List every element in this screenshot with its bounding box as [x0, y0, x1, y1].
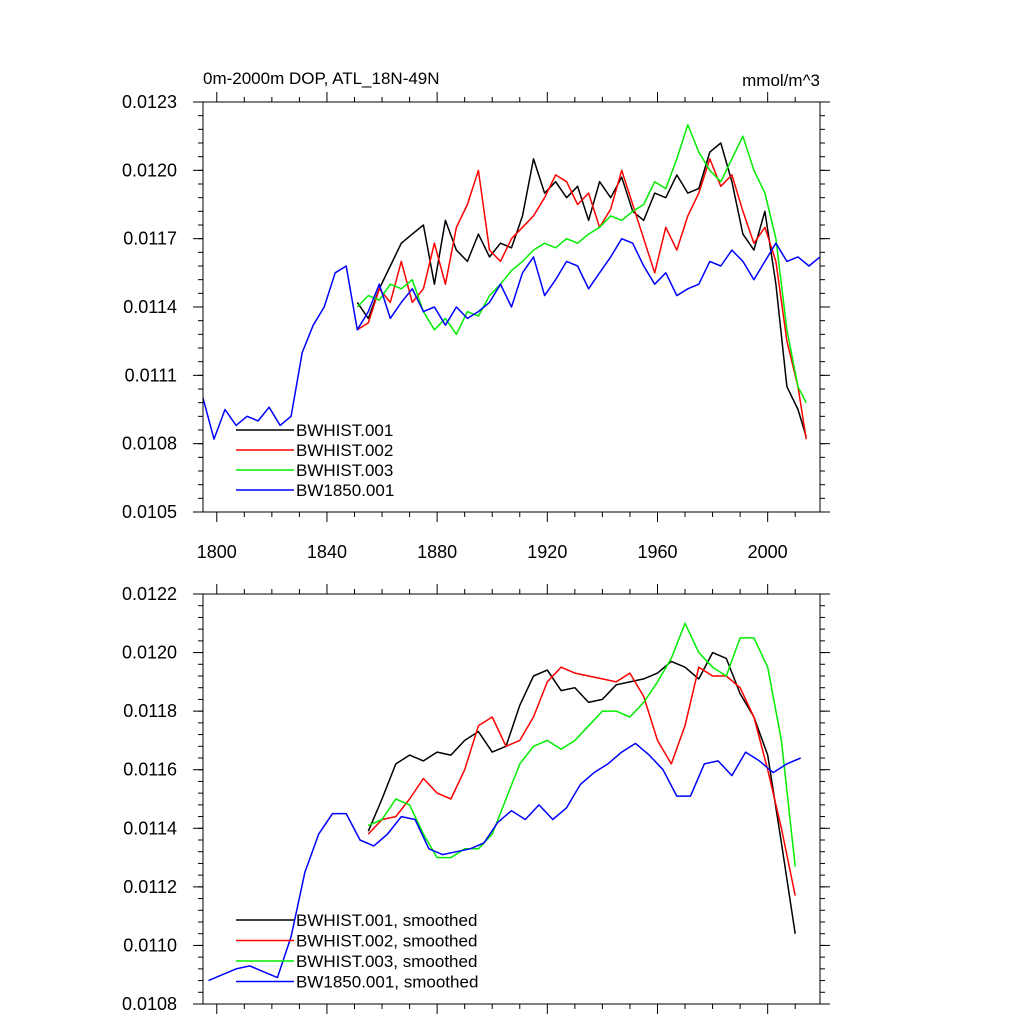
- top-chart-units: mmol/m^3: [742, 71, 820, 90]
- top-chart-title: 0m-2000m DOP, ATL_18N-49N: [203, 69, 440, 88]
- y-tick-label: 0.0120: [122, 160, 177, 180]
- legend-label: BWHIST.002: [296, 441, 393, 460]
- series-line-bw1850-001-smoothed: [208, 742, 801, 982]
- series-line-bwhist-003-smoothed: [368, 622, 796, 867]
- legend-label: BW1850.001: [296, 481, 394, 500]
- bottom-chart-panel: 0.0108 0.0110 0.0112 0.0114 0.0116 0.0118 0.01…: [122, 584, 830, 1014]
- y-tick-label: 0.0123: [122, 92, 177, 112]
- y-tick-label: 0.0108: [122, 434, 177, 454]
- x-tick-label: 2000: [748, 542, 788, 562]
- series-line-bwhist-001-smoothed: [367, 651, 796, 934]
- y-tick-label: 0.0112: [123, 877, 177, 897]
- legend-label: BWHIST.001, smoothed: [296, 911, 477, 930]
- bottom-chart-frame: [202, 593, 821, 1005]
- y-tick-label: 0.0122: [122, 584, 177, 604]
- series-line-bwhist-003: [356, 124, 807, 404]
- series-line-bwhist-002-smoothed: [367, 666, 796, 896]
- y-tick-label: 0.0105: [122, 502, 177, 522]
- x-tick-label: 1960: [637, 542, 677, 562]
- series-line-bwhist-001: [356, 142, 807, 438]
- top-plot-area: [202, 124, 821, 440]
- y-tick-label: 0.0114: [123, 818, 177, 838]
- legend-label: BWHIST.002, smoothed: [296, 932, 477, 951]
- y-tick-label: 0.0120: [122, 643, 177, 663]
- x-tick-label: 1920: [527, 542, 567, 562]
- y-tick-label: 0.0117: [123, 229, 177, 249]
- y-tick-label: 0.0118: [123, 701, 177, 721]
- y-tick-label: 0.0110: [123, 935, 177, 955]
- legend-label: BWHIST.003: [296, 461, 393, 480]
- y-tick-label: 0.0108: [122, 994, 177, 1014]
- top-chart-panel: 0m-2000m DOP, ATL_18N-49N mmol/m^3 1800 1…: [122, 69, 830, 562]
- legend-label: BW1850.001, smoothed: [296, 973, 478, 992]
- y-tick-label: 0.0114: [123, 297, 177, 317]
- x-tick-label: 1880: [417, 542, 457, 562]
- x-tick-label: 1840: [307, 542, 347, 562]
- legend: BWHIST.001, smoothed BWHIST.002, smoothed…: [236, 911, 478, 992]
- y-tick-label: 0.0116: [123, 760, 177, 780]
- x-tick-label: 1800: [197, 542, 237, 562]
- series-line-bw1850-001: [202, 237, 821, 440]
- legend-label: BWHIST.001: [296, 421, 393, 440]
- series-line-bwhist-002: [356, 158, 807, 440]
- legend-label: BWHIST.003, smoothed: [296, 952, 477, 971]
- y-tick-label: 0.0111: [125, 365, 177, 385]
- bottom-plot-area: [208, 622, 801, 982]
